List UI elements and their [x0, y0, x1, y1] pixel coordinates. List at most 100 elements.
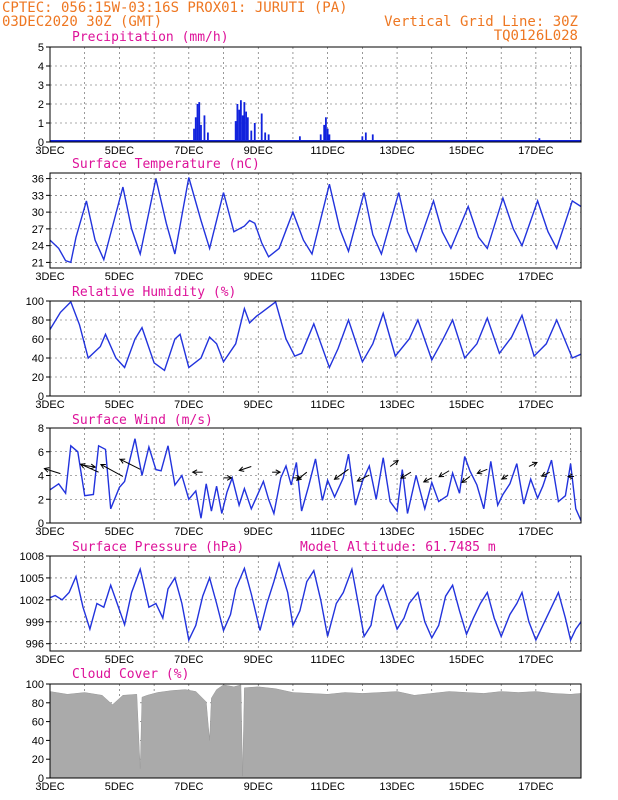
cloud-ytick: 80	[32, 698, 44, 710]
humidity-xtick: 15DEC	[449, 399, 485, 411]
wind-arrow-head	[461, 477, 467, 484]
precip-bar	[319, 134, 322, 142]
precip-bar	[207, 132, 209, 142]
wind-arrow	[461, 476, 471, 483]
precip-frame	[49, 46, 582, 143]
cloud-cover-area	[49, 684, 582, 779]
precip-xtick: 13DEC	[379, 145, 415, 157]
temp-ytick: 24	[32, 241, 44, 253]
cloud-ytick: 20	[32, 754, 44, 766]
wind-ytick: 6	[38, 447, 44, 459]
wind-frame	[49, 427, 582, 524]
precip-ytick: 4	[38, 61, 44, 73]
pressure-xtick: 7DEC	[174, 654, 203, 666]
temp-xtick: 9DEC	[244, 271, 273, 283]
humidity-ytick: 20	[32, 372, 44, 384]
wind-xtick: 9DEC	[244, 526, 273, 538]
wind-arrow	[541, 471, 550, 477]
precip-bar	[246, 117, 249, 142]
humidity-xtick: 3DEC	[35, 399, 64, 411]
pressure-ytick: 1002	[20, 595, 44, 607]
pressure-title: Surface Pressure (hPa)	[72, 540, 244, 555]
precip-bar	[371, 134, 374, 142]
precip-bar	[325, 117, 327, 142]
cloud-xtick: 9DEC	[244, 781, 273, 793]
precip-bar	[200, 124, 202, 142]
precip-bar	[264, 132, 267, 142]
temp-ytick: 27	[32, 224, 44, 236]
wind-arrow-head	[567, 473, 573, 480]
temp-ytick: 33	[32, 190, 44, 202]
precip-xtick: 7DEC	[174, 145, 203, 157]
temp-xtick: 13DEC	[379, 271, 415, 283]
wind-xtick: 7DEC	[174, 526, 203, 538]
temp-xtick: 3DEC	[35, 271, 64, 283]
pressure-ytick: 1008	[20, 551, 44, 563]
wind-arrow-head	[79, 463, 86, 469]
wind-arrow	[528, 462, 538, 467]
cloud-xtick: 11DEC	[310, 781, 345, 793]
precip-xtick: 3DEC	[35, 145, 64, 157]
temp-xtick: 15DEC	[449, 271, 485, 283]
wind-ytick: 2	[38, 494, 44, 506]
cloud-xtick: 7DEC	[174, 781, 203, 793]
wind-arrow-head	[43, 467, 50, 473]
precip-bar	[198, 102, 201, 142]
header-grid-note: Vertical Grid Line: 30Z	[384, 14, 578, 30]
humidity-xtick: 13DEC	[379, 399, 415, 411]
pressure-ytick: 996	[26, 639, 44, 651]
wind-arrow-head	[501, 474, 508, 480]
wind-arrow-head	[296, 475, 302, 481]
wind-xtick: 17DEC	[518, 526, 554, 538]
wind-arrow-head	[400, 473, 406, 479]
wind-ytick: 4	[38, 471, 44, 483]
pressure-series-line	[49, 560, 582, 643]
temp-ytick: 36	[32, 174, 44, 186]
wind-arrow	[80, 463, 99, 473]
wind-arrow	[296, 471, 308, 481]
cloud-xtick: 13DEC	[379, 781, 415, 793]
header-date: 03DEC2020 30Z (GMT)	[2, 14, 162, 30]
humidity-ytick: 0	[38, 391, 44, 403]
humidity-ytick: 100	[26, 296, 44, 308]
wind-arrow-head	[333, 474, 340, 480]
precip-bar	[260, 113, 263, 142]
wind-arrow	[334, 468, 349, 480]
precip-title: Precipitation (mm/h)	[72, 30, 229, 45]
humidity-ytick: 60	[32, 334, 44, 346]
cloud-xtick: 15DEC	[449, 781, 485, 793]
cloud-title: Cloud Cover (%)	[72, 667, 189, 682]
cloud-ytick: 40	[32, 735, 44, 747]
humidity-xtick: 17DEC	[518, 399, 554, 411]
precip-bar	[326, 128, 329, 142]
pressure-frame	[49, 555, 582, 652]
header-location: CPTEC: 056:15W-03:16S PROX01: JURUTI (PA…	[2, 0, 348, 16]
wind-arrow-head	[226, 475, 233, 481]
wind-arrow-head	[476, 469, 483, 475]
precip-bar	[196, 104, 199, 142]
wind-arrow-head	[540, 471, 547, 477]
humidity-title: Relative Humidity (%)	[72, 285, 236, 300]
wind-arrow-head	[531, 461, 538, 467]
wind-arrow	[120, 458, 141, 470]
wind-arrow	[44, 468, 61, 475]
wind-ytick: 8	[38, 423, 44, 435]
precip-bar	[328, 134, 331, 142]
precip-bar	[253, 123, 256, 142]
pressure-xtick: 3DEC	[35, 654, 64, 666]
precip-ytick: 0	[38, 137, 44, 149]
precip-bar	[361, 136, 364, 142]
wind-arrow-head	[438, 472, 445, 478]
pressure-xtick: 13DEC	[379, 654, 415, 666]
humidity-xtick: 5DEC	[105, 399, 134, 411]
humidity-xtick: 7DEC	[174, 399, 203, 411]
cloud-xtick: 17DEC	[518, 781, 554, 793]
cloud-xtick: 5DEC	[105, 781, 134, 793]
wind-arrow-head	[275, 469, 282, 476]
wind-arrow	[423, 477, 432, 483]
precip-bar	[236, 104, 239, 142]
cloud-ytick: 100	[26, 679, 44, 691]
precip-bar	[194, 117, 197, 142]
pressure-ytick: 999	[26, 617, 44, 629]
temp-title: Surface Temperature (nC)	[72, 157, 260, 172]
